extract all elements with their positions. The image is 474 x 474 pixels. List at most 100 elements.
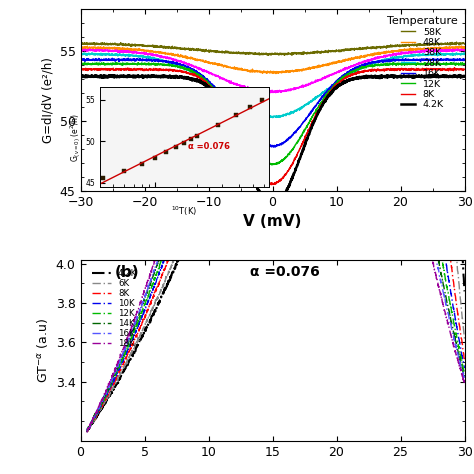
38K	[462, 48, 467, 54]
Line: 16K: 16K	[81, 58, 465, 147]
12K	[264, 160, 270, 166]
6K	[258, 41, 264, 46]
6K	[268, 17, 273, 22]
58K	[380, 44, 386, 50]
48K	[458, 43, 464, 49]
8K	[451, 283, 457, 289]
8K	[462, 66, 467, 72]
18K	[84, 430, 90, 436]
4.2K	[78, 73, 83, 79]
14K	[451, 330, 456, 336]
12K	[97, 62, 103, 68]
16K	[85, 428, 91, 433]
48K	[97, 46, 103, 51]
18K	[382, 46, 387, 52]
14K	[451, 331, 457, 337]
6K	[451, 226, 457, 231]
14K	[104, 389, 109, 394]
12K	[255, 152, 260, 157]
8K	[78, 66, 83, 72]
38K	[451, 48, 456, 54]
4.2K	[254, 185, 260, 191]
4.2K	[451, 73, 456, 79]
16K	[462, 377, 467, 383]
28K	[98, 51, 103, 57]
48K	[254, 68, 260, 73]
58K	[462, 41, 467, 46]
28K	[270, 115, 276, 120]
Line: 4.2K: 4.2K	[81, 74, 465, 205]
Line: 4.2K: 4.2K	[87, 0, 465, 431]
16K	[272, 144, 278, 150]
12K	[451, 61, 456, 66]
8K	[258, 12, 264, 18]
Y-axis label: G=dI/dV (e²/h): G=dI/dV (e²/h)	[41, 57, 54, 143]
58K	[450, 41, 456, 46]
48K	[450, 44, 456, 50]
8K	[264, 180, 270, 185]
38K	[381, 54, 386, 60]
12K	[84, 428, 90, 434]
28K	[255, 111, 260, 117]
28K	[264, 113, 270, 119]
8K	[451, 282, 456, 288]
4.2K	[451, 77, 456, 82]
4.2K	[84, 428, 90, 434]
58K	[454, 39, 459, 45]
16K	[451, 56, 456, 62]
58K	[264, 51, 270, 56]
48K	[264, 70, 270, 76]
4.2K	[462, 73, 467, 79]
4.2K	[264, 199, 270, 205]
48K	[462, 45, 467, 50]
48K	[451, 45, 456, 51]
14K	[84, 428, 90, 434]
12K	[451, 319, 456, 324]
16K	[382, 8, 387, 13]
Line: 14K: 14K	[87, 0, 465, 431]
58K	[254, 51, 260, 56]
4.2K	[432, 72, 438, 77]
12K	[78, 61, 83, 67]
12K	[269, 162, 274, 168]
4.2K	[462, 289, 467, 294]
18K	[103, 389, 109, 394]
6K	[84, 428, 90, 434]
8K	[450, 67, 456, 73]
Line: 58K: 58K	[81, 42, 465, 55]
38K	[87, 46, 92, 52]
28K	[89, 50, 95, 56]
12K	[451, 61, 456, 66]
10K	[103, 392, 109, 398]
12K	[462, 371, 467, 376]
16K	[104, 389, 109, 394]
10K	[462, 365, 467, 371]
4.2K	[451, 79, 457, 85]
6K	[84, 428, 90, 434]
28K	[451, 52, 456, 58]
38K	[78, 48, 83, 54]
38K	[255, 87, 260, 92]
4.2K	[269, 202, 275, 208]
Line: 38K: 38K	[81, 49, 465, 93]
8K	[84, 428, 90, 434]
10K	[451, 305, 456, 310]
16K	[255, 136, 260, 142]
Line: 6K: 6K	[87, 0, 465, 431]
Line: 8K: 8K	[87, 0, 465, 431]
8K	[380, 67, 386, 73]
8K	[84, 428, 90, 434]
6K	[451, 223, 456, 228]
Line: 8K: 8K	[81, 68, 465, 185]
16K	[451, 335, 457, 341]
8K	[268, 182, 274, 188]
Line: 10K: 10K	[87, 0, 465, 432]
58K	[451, 41, 456, 46]
48K	[380, 50, 386, 55]
16K	[381, 59, 386, 64]
4.2K	[380, 73, 386, 79]
Text: α =0.076: α =0.076	[249, 265, 319, 279]
16K	[78, 57, 83, 63]
16K	[97, 57, 103, 63]
16K	[451, 336, 456, 342]
